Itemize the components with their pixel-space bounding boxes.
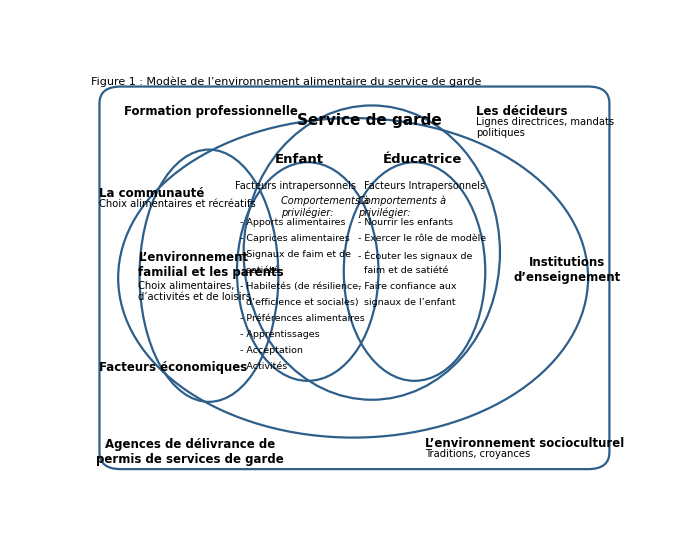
Text: Éducatrice: Éducatrice	[383, 152, 462, 165]
Text: L’environnement
familial et les parents: L’environnement familial et les parents	[138, 251, 284, 280]
Text: satiété: satiété	[240, 266, 278, 275]
Text: Traditions, croyances: Traditions, croyances	[425, 449, 531, 459]
Text: - Apports alimentaires: - Apports alimentaires	[240, 218, 345, 227]
Text: - Écouter les signaux de: - Écouter les signaux de	[358, 250, 473, 260]
Text: - Caprices alimentaires: - Caprices alimentaires	[240, 234, 349, 243]
Text: faim et de satiété: faim et de satiété	[358, 266, 449, 275]
Text: - Apprentissages: - Apprentissages	[240, 330, 320, 339]
Text: Facteurs économiques: Facteurs économiques	[99, 361, 248, 373]
Text: Enfant: Enfant	[275, 152, 325, 165]
Text: Agences de délivrance de
permis de services de garde: Agences de délivrance de permis de servi…	[96, 437, 284, 466]
Text: Service de garde: Service de garde	[297, 112, 442, 128]
Text: - Acceptation: - Acceptation	[240, 346, 302, 355]
Text: - Habiletés (de résilience,: - Habiletés (de résilience,	[240, 282, 361, 291]
Text: - Exercer le rôle de modèle: - Exercer le rôle de modèle	[358, 234, 486, 243]
Text: Figure 1 : Modèle de l’environnement alimentaire du service de garde: Figure 1 : Modèle de l’environnement ali…	[92, 76, 482, 86]
Text: Comportements à
privilégier:: Comportements à privilégier:	[281, 195, 369, 218]
Text: Comportements à
privilégier:: Comportements à privilégier:	[358, 195, 446, 218]
Text: La communauté: La communauté	[99, 187, 205, 200]
Text: - Nourrir les enfants: - Nourrir les enfants	[358, 218, 453, 227]
Text: - Signaux de faim et de: - Signaux de faim et de	[240, 250, 351, 259]
Text: L’environnement socioculturel: L’environnement socioculturel	[425, 437, 624, 450]
Text: Choix alimentaires,
d’activités et de loisirs: Choix alimentaires, d’activités et de lo…	[138, 281, 251, 302]
Text: Choix alimentaires et récréatifs: Choix alimentaires et récréatifs	[99, 199, 256, 209]
Text: - Activités: - Activités	[240, 362, 287, 371]
Text: Facteurs intrapersonnels: Facteurs intrapersonnels	[236, 181, 356, 191]
Text: d’efficience et sociales): d’efficience et sociales)	[240, 298, 358, 307]
Text: Les décideurs: Les décideurs	[476, 105, 568, 118]
Text: Facteurs Intrapersonnels: Facteurs Intrapersonnels	[364, 181, 484, 191]
Text: signaux de l’enfant: signaux de l’enfant	[358, 298, 456, 307]
Text: Formation professionnelle: Formation professionnelle	[123, 105, 298, 118]
Text: - Faire confiance aux: - Faire confiance aux	[358, 282, 457, 291]
Text: Lignes directrices, mandats
politiques: Lignes directrices, mandats politiques	[476, 117, 614, 139]
Text: Institutions
d’enseignement: Institutions d’enseignement	[513, 256, 620, 283]
Text: - Préférences alimentaires: - Préférences alimentaires	[240, 314, 364, 323]
